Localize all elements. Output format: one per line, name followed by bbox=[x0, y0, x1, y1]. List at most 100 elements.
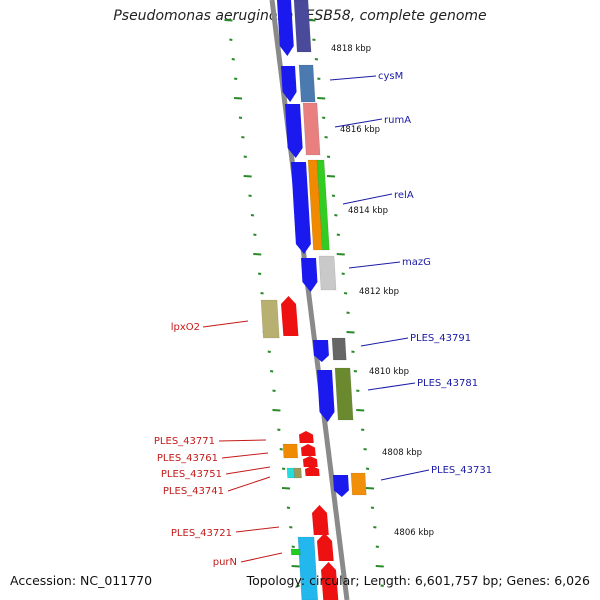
kbp-label: 4816 kbp bbox=[340, 125, 380, 135]
tick-mark bbox=[370, 506, 375, 509]
tick-mark bbox=[375, 565, 384, 568]
topology-text: Topology: circular; Length: 6,601,757 bp… bbox=[246, 573, 590, 588]
tick-mark bbox=[365, 467, 370, 470]
tick-mark bbox=[229, 38, 233, 41]
ticks-left bbox=[224, 19, 300, 587]
gene-label-PLES_43771[interactable]: PLES_43771 bbox=[154, 436, 215, 447]
label-leader-line bbox=[367, 382, 416, 391]
tick-mark bbox=[365, 487, 375, 490]
gene-arrow bbox=[301, 258, 318, 292]
gene-label-rumA[interactable]: rumA bbox=[384, 115, 411, 126]
gene-block bbox=[260, 299, 280, 339]
backbone-line bbox=[269, 0, 350, 600]
gene-label-PLES_43781[interactable]: PLES_43781 bbox=[417, 378, 478, 389]
tick-mark bbox=[253, 253, 262, 256]
tick-mark bbox=[272, 389, 276, 392]
gene-arrow bbox=[291, 162, 311, 254]
gene-block bbox=[297, 536, 319, 600]
gene-block bbox=[316, 159, 330, 251]
tick-mark bbox=[281, 487, 291, 490]
tick-mark bbox=[286, 506, 291, 509]
gene-label-cysM[interactable]: cysM bbox=[378, 71, 403, 82]
tick-mark bbox=[334, 214, 338, 217]
gene-block bbox=[318, 255, 337, 291]
tick-mark bbox=[267, 350, 271, 353]
tick-mark bbox=[375, 545, 379, 548]
tick-mark bbox=[224, 19, 233, 22]
tick-mark bbox=[281, 467, 286, 470]
tick-mark bbox=[331, 194, 336, 197]
label-leader-line bbox=[235, 526, 280, 533]
gene-label-lpxO2[interactable]: lpxO2 bbox=[171, 322, 200, 333]
tick-mark bbox=[353, 370, 358, 373]
gene-label-PLES_43761[interactable]: PLES_43761 bbox=[157, 453, 218, 464]
label-leader-line bbox=[380, 469, 430, 481]
gene-label-purN[interactable]: purN bbox=[213, 557, 237, 568]
gene-label-PLES_43741[interactable]: PLES_43741 bbox=[163, 486, 224, 497]
tick-mark bbox=[241, 136, 245, 139]
tick-mark bbox=[253, 233, 257, 236]
tick-mark bbox=[361, 428, 365, 431]
gene-arrow bbox=[281, 296, 299, 336]
tick-mark bbox=[272, 409, 281, 412]
tick-mark bbox=[312, 38, 316, 41]
accession-text: Accession: NC_011770 bbox=[10, 573, 153, 588]
label-leader-line bbox=[240, 552, 283, 563]
gene-label-mazG[interactable]: mazG bbox=[402, 257, 431, 268]
label-lines bbox=[202, 75, 430, 563]
gene-arrow bbox=[303, 456, 318, 467]
gene-arrow bbox=[299, 431, 314, 443]
tick-mark bbox=[260, 292, 264, 295]
tick-mark bbox=[233, 97, 243, 100]
gene-arrow bbox=[277, 0, 294, 56]
gene-label-PLES_43791[interactable]: PLES_43791 bbox=[410, 333, 471, 344]
tick-mark bbox=[279, 448, 283, 451]
tick-mark bbox=[380, 584, 384, 587]
kbp-label: 4808 kbp bbox=[382, 448, 422, 458]
tick-mark bbox=[231, 58, 235, 61]
tick-mark bbox=[373, 526, 377, 529]
tick-mark bbox=[296, 584, 300, 587]
tick-mark bbox=[289, 526, 293, 529]
gene-arrow bbox=[281, 66, 297, 102]
tick-mark bbox=[346, 331, 355, 334]
tick-mark bbox=[238, 116, 243, 119]
tick-mark bbox=[314, 58, 319, 61]
gene-arrow bbox=[312, 505, 329, 535]
gene-block bbox=[302, 102, 321, 156]
label-leader-line bbox=[202, 320, 249, 328]
gene-block bbox=[293, 467, 302, 479]
tick-mark bbox=[363, 448, 367, 451]
gene-label-PLES_43721[interactable]: PLES_43721 bbox=[171, 528, 232, 539]
label-leader-line bbox=[342, 193, 393, 205]
kbp-label: 4818 kbp bbox=[331, 44, 371, 54]
tick-mark bbox=[317, 77, 321, 80]
tick-mark bbox=[343, 292, 348, 295]
tick-mark bbox=[351, 350, 355, 353]
kbp-label: 4810 kbp bbox=[369, 367, 409, 377]
tick-mark bbox=[326, 175, 336, 178]
gene-arrow bbox=[333, 475, 349, 497]
gene-arrow bbox=[321, 562, 339, 600]
gene-label-PLES_43731[interactable]: PLES_43731 bbox=[431, 465, 492, 476]
gene-arrow bbox=[305, 466, 320, 476]
label-leader-line bbox=[329, 75, 377, 81]
gene-block bbox=[350, 472, 367, 496]
gene-arrows bbox=[277, 0, 349, 600]
tick-mark bbox=[233, 77, 238, 80]
tick-mark bbox=[356, 389, 360, 392]
gene-block bbox=[331, 337, 347, 361]
tick-mark bbox=[322, 116, 326, 119]
tick-mark bbox=[356, 409, 365, 412]
gene-label-PLES_43751[interactable]: PLES_43751 bbox=[161, 469, 222, 480]
tick-mark bbox=[277, 428, 281, 431]
gene-label-relA[interactable]: relA bbox=[394, 190, 414, 201]
gene-arrow bbox=[317, 533, 334, 561]
kbp-label: 4812 kbp bbox=[359, 287, 399, 297]
label-leader-line bbox=[225, 466, 271, 475]
tick-mark bbox=[243, 175, 252, 178]
label-leader-line bbox=[218, 439, 267, 442]
gene-arrow bbox=[317, 370, 335, 422]
gene-block bbox=[290, 548, 301, 556]
kbp-label: 4814 kbp bbox=[348, 206, 388, 216]
